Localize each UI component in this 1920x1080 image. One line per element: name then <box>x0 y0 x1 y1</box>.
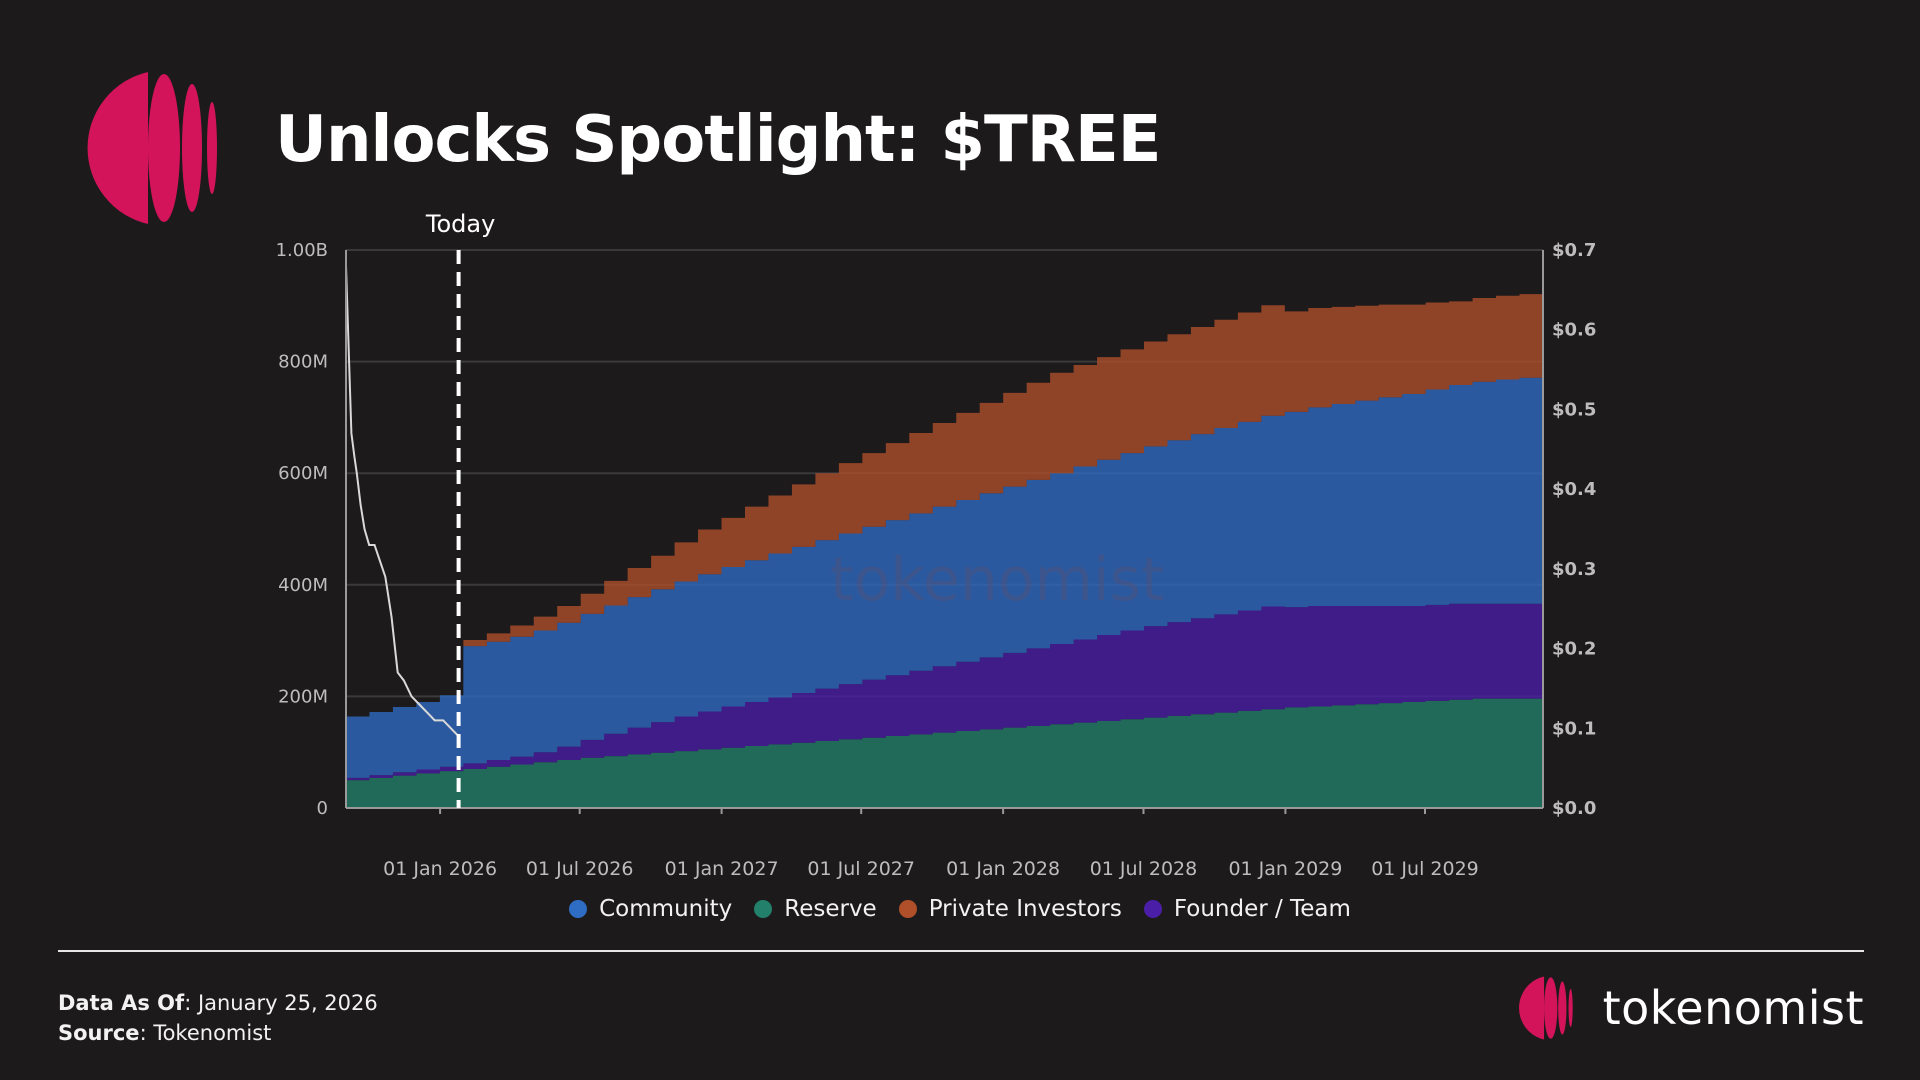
y-right-tick-label: $0.0 <box>1552 798 1596 819</box>
logo-stripe <box>207 102 217 194</box>
legend-item: Founder / Team <box>1143 896 1351 922</box>
brand-mark-icon <box>1518 976 1573 1040</box>
logo-stripe <box>1568 988 1573 1028</box>
source-label: Source <box>58 1021 140 1045</box>
x-tick-label: 01 Jan 2028 <box>946 858 1060 880</box>
y-left-tick-label: 600M <box>278 463 328 484</box>
logo-stripe <box>148 74 180 222</box>
x-tick-label: 01 Jul 2027 <box>807 858 915 880</box>
logo-half-disc <box>87 72 148 224</box>
x-tick-label: 01 Jan 2026 <box>383 858 497 880</box>
area-reserve <box>346 698 1543 808</box>
x-tick-label: 01 Jan 2029 <box>1228 858 1342 880</box>
area-founder-team <box>346 603 1543 781</box>
legend-item: Community <box>569 896 732 922</box>
y-left-tick-label: 1.00B <box>276 240 328 261</box>
brand-logo-icon <box>87 72 217 224</box>
y-right-tick-label: $0.7 <box>1552 240 1596 261</box>
x-tick-label: 01 Jul 2029 <box>1371 858 1479 880</box>
watermark-text: tokenomist <box>830 545 1164 615</box>
price-line <box>345 265 460 737</box>
y-right-tick-label: $0.2 <box>1552 639 1596 660</box>
today-label: Today <box>425 210 495 238</box>
y-left-tick-label: 0 <box>317 798 328 819</box>
legend-label: Reserve <box>784 896 877 922</box>
page-title: Unlocks Spotlight: $TREE <box>275 103 1161 177</box>
legend-item: Private Investors <box>898 896 1122 922</box>
stacked-areas <box>346 294 1543 808</box>
y-right-tick-label: $0.5 <box>1552 399 1596 420</box>
axes: 0 200M 400M 600M 800M 1.00B $0.0 $0.1 $0.2 $0.3 $0… <box>276 240 1597 880</box>
legend-item: Reserve <box>754 896 877 922</box>
logo-stripe <box>1543 977 1557 1039</box>
source-line: Source: Tokenomist <box>58 1018 378 1048</box>
legend-swatch <box>754 900 773 918</box>
data-as-of-label: Data As Of <box>58 991 185 1015</box>
y-left-tick-label: 200M <box>278 686 328 707</box>
brand-name: tokenomist <box>1602 981 1864 1035</box>
area-community <box>346 377 1543 778</box>
legend-label: Private Investors <box>928 896 1122 922</box>
area-private-investors <box>346 294 1543 717</box>
y-right-tick-label: $0.3 <box>1552 559 1596 580</box>
y-right-tick-label: $0.4 <box>1552 479 1596 500</box>
chart-legend: Community Reserve Private Investors Founder… <box>0 896 1920 922</box>
unlock-chart: tokenomist 0 200M 400M 600M 800M 1.00B $0.0 $0.… <box>276 210 1597 880</box>
x-tick-label: 01 Jan 2027 <box>665 858 779 880</box>
y-left-tick-label: 400M <box>278 575 328 596</box>
x-tick-label: 01 Jul 2026 <box>526 858 634 880</box>
logo-stripe <box>182 84 202 212</box>
y-right-tick-label: $0.6 <box>1552 320 1596 341</box>
today-marker: Today <box>425 210 495 808</box>
y-right-tick-label: $0.1 <box>1552 718 1596 739</box>
footer-info: Data As Of: January 25, 2026 Source: Tok… <box>58 988 378 1048</box>
data-as-of-value: : January 25, 2026 <box>184 991 378 1015</box>
legend-label: Founder / Team <box>1173 896 1351 922</box>
legend-swatch <box>898 900 917 918</box>
price-line-layer <box>345 265 460 737</box>
footer-divider <box>58 950 1864 952</box>
footer-brand: tokenomist <box>1507 974 1864 1042</box>
logo-stripe <box>1557 981 1567 1035</box>
x-tick-label: 01 Jul 2028 <box>1090 858 1198 880</box>
data-as-of-line: Data As Of: January 25, 2026 <box>58 988 378 1018</box>
logo-half-disc <box>1518 976 1544 1040</box>
y-left-tick-label: 800M <box>278 352 328 373</box>
legend-label: Community <box>599 896 733 922</box>
legend-swatch <box>1143 900 1162 918</box>
legend-swatch <box>569 900 588 918</box>
source-value: : Tokenomist <box>139 1021 272 1045</box>
